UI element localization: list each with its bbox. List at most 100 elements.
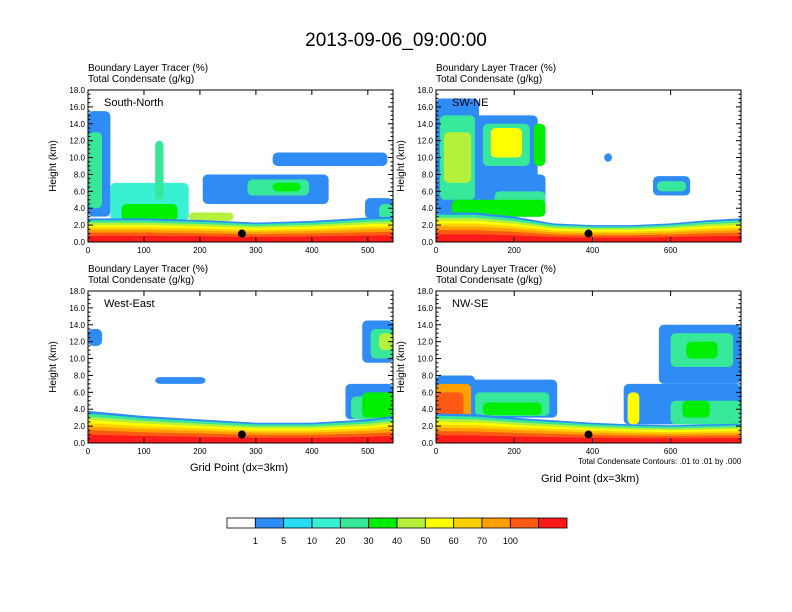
x-tick-label: 0 xyxy=(86,246,91,255)
colorbar: 1 5 10 20 30 40 50 60 70 100 xyxy=(226,517,568,546)
x-tick-label: 100 xyxy=(137,447,151,456)
y-tick-label: 0.0 xyxy=(74,439,86,448)
y-tick-label: 4.0 xyxy=(422,204,434,213)
x-tick-label: 0 xyxy=(86,447,91,456)
x-tick-label: 600 xyxy=(664,246,678,255)
x-tick-label: 400 xyxy=(305,447,319,456)
y-tick-label: 6.0 xyxy=(74,388,86,397)
tracer-region xyxy=(627,392,640,425)
header-line-2: Total Condensate (g/kg) xyxy=(88,275,195,286)
y-tick-label: 12.0 xyxy=(69,137,85,146)
tracer-region xyxy=(272,182,301,192)
tracer-region xyxy=(188,212,234,221)
y-axis-label: Height (km) xyxy=(48,140,59,192)
panel-label: SW-NE xyxy=(452,97,488,109)
tracer-region xyxy=(379,204,393,219)
x-tick-label: 100 xyxy=(137,246,151,255)
boundary-layer-band xyxy=(436,435,741,443)
chart-south-north: 0.0 2.0 4.0 6.0 8.0 10.0 12.0 14.0 16.0 18.0 0 100 2… xyxy=(48,86,394,255)
colorbar-swatch xyxy=(509,517,540,529)
colorbar-swatch xyxy=(424,517,455,529)
x-tick-label: 300 xyxy=(249,447,263,456)
tracer-region xyxy=(272,152,388,166)
location-marker xyxy=(237,430,246,439)
boundary-layer-band xyxy=(88,434,393,443)
x-tick-label: 300 xyxy=(249,246,263,255)
contour-note: Total Condensate Contours: .01 to .01 by… xyxy=(578,457,742,466)
colorbar-swatch xyxy=(453,517,483,529)
page-title: 2013-09-06_09:00:00 xyxy=(305,30,487,51)
colorbar-label: 5 xyxy=(281,536,286,546)
tracer-region xyxy=(533,123,546,166)
panel-header-nw-se: Boundary Layer Tracer (%) Total Condensa… xyxy=(436,264,556,286)
y-axis-label: Height (km) xyxy=(396,140,407,192)
x-axis-label: Grid Point (dx=3km) xyxy=(541,473,640,485)
y-tick-label: 12.0 xyxy=(69,338,85,347)
tracer-region xyxy=(682,400,710,418)
tracer-region xyxy=(686,341,718,359)
y-tick-label: 8.0 xyxy=(422,371,434,380)
boundary-layer-band xyxy=(436,234,741,242)
x-tick-label: 200 xyxy=(508,246,522,255)
tracer-region xyxy=(155,140,164,200)
chart-west-east: 0.0 2.0 4.0 6.0 8.0 10.0 12.0 14.0 16.0 18.0 0 100 2… xyxy=(48,287,394,456)
tracer-region xyxy=(482,402,542,416)
y-tick-label: 6.0 xyxy=(422,388,434,397)
header-line-2: Total Condensate (g/kg) xyxy=(88,74,195,85)
y-tick-label: 8.0 xyxy=(74,371,86,380)
x-tick-label: 600 xyxy=(664,447,678,456)
tracer-region xyxy=(443,132,472,183)
tracer-region xyxy=(604,153,612,162)
y-tick-label: 18.0 xyxy=(417,86,433,95)
colorbar-swatch xyxy=(339,517,370,529)
location-marker xyxy=(584,430,593,439)
colorbar-label: 60 xyxy=(449,536,459,546)
chart-sw-ne: 0.0 2.0 4.0 6.0 8.0 10.0 12.0 14.0 16.0 18.0 0 200 4… xyxy=(396,86,742,255)
colorbar-swatch xyxy=(226,517,256,529)
y-tick-label: 14.0 xyxy=(417,321,433,330)
y-tick-label: 10.0 xyxy=(417,355,433,364)
y-axis-label: Height (km) xyxy=(48,341,59,393)
panel-header-south-north: Boundary Layer Tracer (%) Total Condensa… xyxy=(88,63,208,85)
colorbar-swatch xyxy=(538,517,568,529)
y-tick-label: 4.0 xyxy=(422,405,434,414)
x-tick-label: 400 xyxy=(586,246,600,255)
x-tick-label: 200 xyxy=(508,447,522,456)
x-tick-label: 200 xyxy=(193,246,207,255)
y-tick-label: 10.0 xyxy=(417,154,433,163)
x-tick-label: 0 xyxy=(434,447,439,456)
y-tick-label: 12.0 xyxy=(417,338,433,347)
y-tick-label: 2.0 xyxy=(74,422,86,431)
y-tick-label: 2.0 xyxy=(74,221,86,230)
y-tick-label: 18.0 xyxy=(417,287,433,296)
y-tick-label: 10.0 xyxy=(69,154,85,163)
y-tick-label: 16.0 xyxy=(417,103,433,112)
tracer-region xyxy=(436,392,464,418)
colorbar-label: 40 xyxy=(392,536,402,546)
tracer-region xyxy=(451,199,546,217)
tracer-region xyxy=(155,377,206,384)
y-tick-label: 14.0 xyxy=(417,120,433,129)
header-line-2: Total Condensate (g/kg) xyxy=(436,275,543,286)
panel-header-west-east: Boundary Layer Tracer (%) Total Condensa… xyxy=(88,264,208,286)
tracer-region xyxy=(379,333,393,351)
y-tick-label: 0.0 xyxy=(422,439,434,448)
header-line-1: Boundary Layer Tracer (%) xyxy=(88,264,209,275)
colorbar-swatch xyxy=(254,517,285,529)
panel-header-sw-ne: Boundary Layer Tracer (%) Total Condensa… xyxy=(436,63,556,85)
x-tick-label: 500 xyxy=(361,246,375,255)
x-tick-label: 0 xyxy=(434,246,439,255)
colorbar-label: 20 xyxy=(335,536,345,546)
y-tick-label: 16.0 xyxy=(69,103,85,112)
tracer-region xyxy=(656,181,687,192)
tracer-region xyxy=(121,204,178,221)
colorbar-label: 70 xyxy=(477,536,487,546)
y-tick-label: 14.0 xyxy=(69,321,85,330)
y-tick-label: 2.0 xyxy=(422,221,434,230)
y-tick-label: 16.0 xyxy=(417,304,433,313)
panel-label: NW-SE xyxy=(452,298,488,310)
y-tick-label: 4.0 xyxy=(74,204,86,213)
y-tick-label: 8.0 xyxy=(422,170,434,179)
colorbar-swatch xyxy=(481,517,511,529)
colorbar-swatch xyxy=(368,517,398,529)
